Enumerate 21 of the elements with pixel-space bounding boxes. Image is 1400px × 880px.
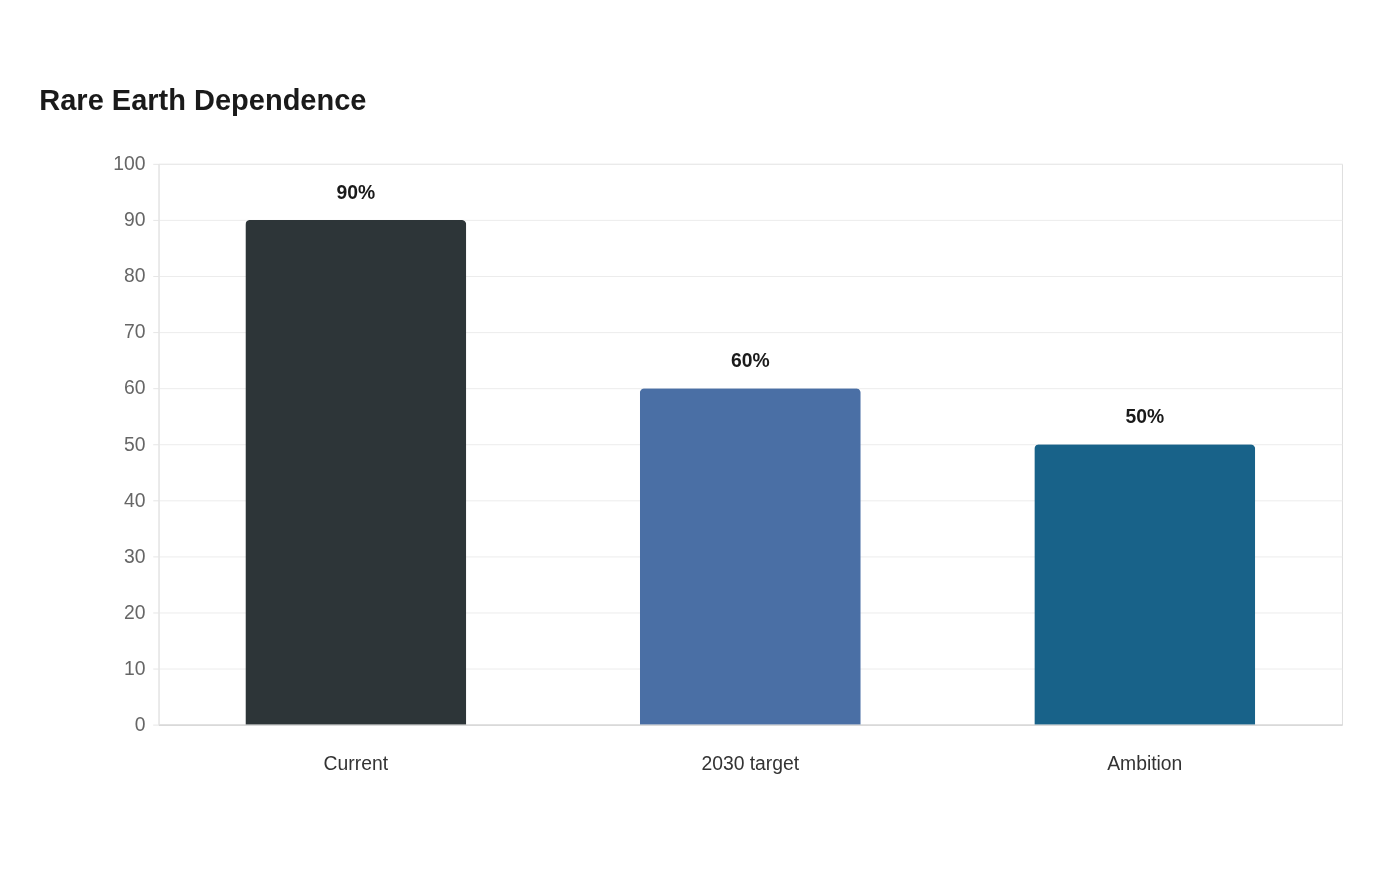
data-label: 90% — [336, 181, 376, 203]
bar — [1034, 444, 1256, 725]
y-tick-label: 100 — [113, 153, 146, 175]
data-label: 50% — [1125, 405, 1165, 427]
bar — [245, 219, 467, 725]
x-tick-label: Current — [323, 752, 389, 774]
y-tick-label: 90 — [124, 209, 146, 231]
y-tick-label: 70 — [124, 321, 146, 343]
y-tick-label: 50 — [124, 433, 146, 455]
y-tick-label: 60 — [124, 377, 146, 399]
y-tick-label: 40 — [124, 489, 146, 511]
y-tick-label: 30 — [124, 545, 146, 567]
data-label: 60% — [730, 349, 770, 371]
y-tick-label: 10 — [124, 657, 146, 679]
y-tick-label: 0 — [134, 713, 146, 735]
y-tick-label: 80 — [124, 265, 146, 287]
bar — [639, 388, 861, 725]
y-tick-label: 20 — [124, 601, 146, 623]
x-tick-label: 2030 target — [701, 752, 800, 774]
x-tick-label: Ambition — [1107, 752, 1183, 774]
chart-title: Rare Earth Dependence — [39, 83, 367, 116]
